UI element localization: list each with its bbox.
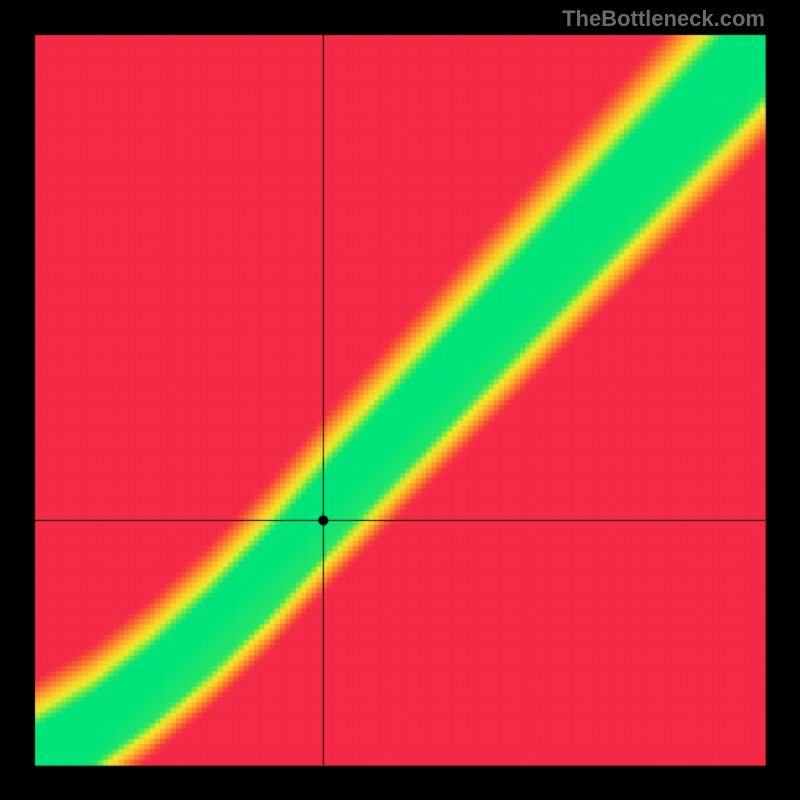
chart-container: TheBottleneck.com xyxy=(0,0,800,800)
watermark-text: TheBottleneck.com xyxy=(562,6,765,32)
bottleneck-heatmap xyxy=(0,0,800,800)
